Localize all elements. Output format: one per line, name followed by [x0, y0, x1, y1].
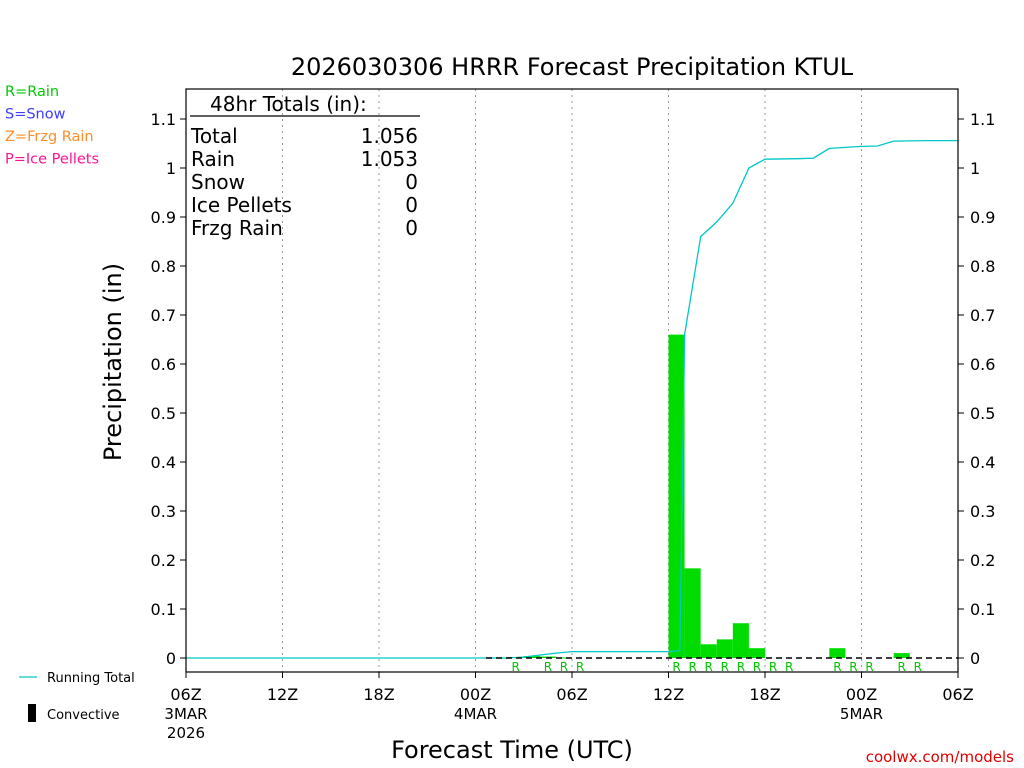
ptype-mark: R	[721, 660, 729, 674]
ptype-mark: R	[560, 660, 568, 674]
totals-row-value: 0	[405, 193, 418, 217]
x-tick-label: 06Z	[556, 685, 587, 704]
precip-bar	[893, 653, 910, 658]
ptype-legend-item: R=Rain	[5, 84, 59, 100]
x-axis-label: Forecast Time (UTC)	[391, 736, 633, 764]
precip-bar	[684, 568, 701, 658]
y-tick-label-right: 0.7	[970, 306, 995, 325]
ptype-mark: R	[785, 660, 793, 674]
x-tick-label: 18Z	[363, 685, 394, 704]
ptype-mark: R	[914, 660, 922, 674]
legend: R=Rain S=Snow Z=Frzg Rain P=Ice Pellets Runn…	[5, 84, 135, 723]
precip-bar	[748, 648, 765, 658]
y-tick-label: 0.6	[151, 355, 176, 374]
legend-convective-swatch	[28, 704, 36, 722]
ptype-mark: R	[898, 660, 906, 674]
ptype-mark: R	[544, 660, 552, 674]
credit-text: coolwx.com/models	[866, 748, 1014, 766]
legend-convective-label: Convective	[47, 708, 120, 723]
ticks: 0 00.1 0.10.2 0.20.3 0.30.4 0.40.5 0.50.6 0.60.…	[151, 110, 996, 742]
ptype-mark: R	[849, 660, 857, 674]
x-tick-label: 06Z	[170, 685, 201, 704]
y-tick-label: 0.8	[151, 257, 176, 276]
precip-bar	[829, 648, 846, 658]
plot-frame	[185, 88, 959, 673]
ptype-legend-item: S=Snow	[5, 107, 66, 123]
grid	[282, 89, 862, 672]
y-tick-label-right: 0.2	[970, 551, 995, 570]
y-tick-label-right: 0.5	[970, 404, 995, 423]
x-tick-label: 12Z	[653, 685, 684, 704]
y-tick-label: 0.4	[151, 453, 176, 472]
ptype-mark: R	[865, 660, 873, 674]
y-tick-label: 0.5	[151, 404, 176, 423]
ptype-mark: R	[737, 660, 745, 674]
y-tick-label-right: 0	[970, 649, 980, 668]
totals-row-value: 0	[405, 170, 418, 194]
y-tick-label-right: 1	[970, 159, 980, 178]
ptype-mark: R	[688, 660, 696, 674]
ptype-legend-item: Z=Frzg Rain	[5, 129, 94, 145]
y-tick-label: 0.7	[151, 306, 176, 325]
y-axis-label: Precipitation (in)	[99, 263, 127, 461]
totals-row-value: 1.053	[361, 147, 418, 171]
y-tick-label: 0.1	[151, 600, 176, 619]
totals-row-label: Rain	[191, 147, 235, 171]
x-tick-label: 00Z	[846, 685, 877, 704]
legend-running-total-label: Running Total	[47, 671, 135, 686]
bars	[491, 334, 910, 659]
totals-row-label: Total	[190, 124, 238, 148]
y-tick-label-right: 0.9	[970, 208, 995, 227]
y-tick-label-right: 0.3	[970, 502, 995, 521]
ptype-mark: R	[769, 660, 777, 674]
precip-bar	[523, 656, 540, 658]
x-tick-label: 00Z	[460, 685, 491, 704]
running-total-line	[186, 139, 958, 659]
y-tick-label-right: 1.1	[970, 110, 995, 129]
chart-title: 2026030306 HRRR Forecast Precipitation K…	[291, 53, 854, 81]
totals-row-value: 0	[405, 216, 418, 240]
precip-bar	[700, 644, 717, 658]
precip-bar	[555, 657, 572, 659]
y-tick-label: 0	[166, 649, 176, 668]
x-tick-label: 12Z	[267, 685, 298, 704]
ptype-legend-item: P=Ice Pellets	[5, 152, 99, 168]
y-tick-label: 0.2	[151, 551, 176, 570]
ptype-mark: R	[672, 660, 680, 674]
totals-row-value: 1.056	[361, 124, 418, 148]
precip-bar	[716, 639, 733, 658]
y-tick-label-right: 0.4	[970, 453, 995, 472]
y-tick-label-right: 0.6	[970, 355, 995, 374]
y-tick-label-right: 0.8	[970, 257, 995, 276]
totals-row-label: Ice Pellets	[191, 193, 292, 217]
totals-row-label: Snow	[191, 170, 245, 194]
x-date-label: 3MAR	[164, 705, 207, 723]
y-tick-label: 1	[166, 159, 176, 178]
ptype-mark: R	[753, 660, 761, 674]
axes	[185, 88, 959, 673]
totals-box: 48hr Totals (in): Total 1.056 Rain 1.053 Snow…	[190, 92, 420, 240]
y-tick-label: 0.3	[151, 502, 176, 521]
totals-row-label: Frzg Rain	[191, 216, 283, 240]
x-date-label: 4MAR	[454, 705, 497, 723]
ptype-mark: R	[705, 660, 713, 674]
x-date-label: 5MAR	[840, 705, 883, 723]
ptype-mark: R	[576, 660, 584, 674]
x-tick-label: 06Z	[942, 685, 973, 704]
ptype-mark: R	[512, 660, 520, 674]
totals-header: 48hr Totals (in):	[210, 92, 367, 116]
y-tick-label: 1.1	[151, 110, 176, 129]
x-year-label: 2026	[167, 724, 205, 742]
y-tick-label-right: 0.1	[970, 600, 995, 619]
y-tick-label: 0.9	[151, 208, 176, 227]
ptype-mark: R	[833, 660, 841, 674]
precip-bar	[732, 623, 749, 658]
x-tick-label: 18Z	[749, 685, 780, 704]
running-total-layer	[186, 139, 958, 659]
